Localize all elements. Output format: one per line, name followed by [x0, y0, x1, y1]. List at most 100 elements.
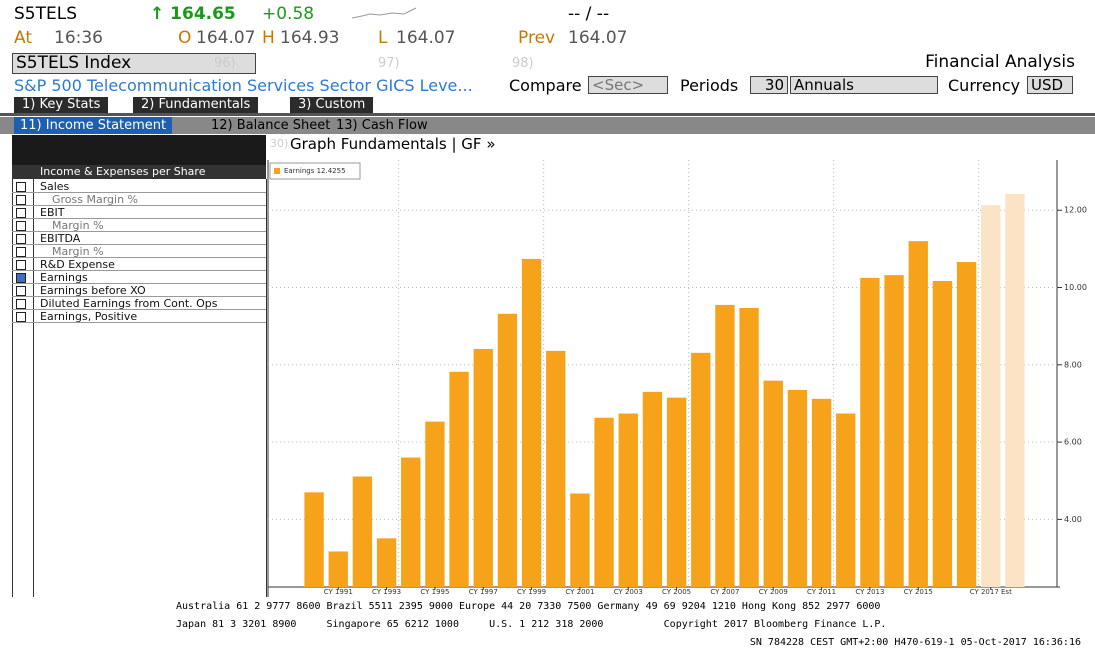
subtab[interactable]: 12) Balance Sheet — [211, 118, 331, 133]
label: Periods — [680, 76, 739, 95]
currency-dropdown[interactable]: USD — [1027, 76, 1073, 94]
y-tick-label: 10.00 — [1064, 283, 1087, 292]
legend-label: Earnings 12.4255 — [284, 167, 346, 175]
bar — [932, 280, 953, 587]
quote-label: L — [378, 28, 388, 48]
bar — [642, 391, 663, 587]
item-label: EBIT — [40, 206, 65, 219]
x-tick-label: CY 2007 — [710, 588, 739, 596]
x-tick-label: CY 2015 — [904, 588, 933, 596]
bid-ask: -- / -- — [568, 4, 610, 24]
checkbox[interactable] — [16, 260, 26, 270]
x-tick-label: CY 1993 — [372, 588, 401, 596]
x-tick-label: CY 2003 — [614, 588, 643, 596]
checkbox[interactable] — [16, 286, 26, 296]
footer: SN 784228 CEST GMT+2:00 H470-619-1 05-Oc… — [749, 637, 1081, 648]
row-rule — [12, 270, 266, 271]
bar — [739, 308, 759, 587]
checkbox[interactable] — [16, 182, 26, 192]
compare-field[interactable]: <Sec> — [588, 76, 668, 94]
row-rule — [12, 231, 266, 232]
x-tick-label: CY 1995 — [420, 588, 449, 596]
tab-rule — [0, 113, 1095, 116]
quote-value: 164.07 — [196, 28, 256, 48]
item-label: Margin % — [52, 245, 104, 258]
bar — [473, 348, 493, 587]
fn[interactable]: 97) — [378, 56, 400, 71]
bar — [715, 304, 735, 587]
item-label: Earnings before XO — [40, 284, 146, 297]
x-tick-label: CY 2005 — [662, 588, 691, 596]
y-tick-label: 12.00 — [1064, 206, 1087, 215]
tab[interactable]: 1) Key Stats — [14, 97, 109, 113]
item-label: EBITDA — [40, 232, 81, 245]
tab[interactable]: 3) Custom — [290, 97, 374, 113]
bar — [981, 205, 1001, 587]
y-tick-label: 8.00 — [1064, 360, 1082, 369]
function-title: Financial Analysis — [925, 52, 1075, 72]
bar — [521, 258, 542, 587]
quote-label: H — [262, 28, 275, 48]
bar — [908, 241, 928, 587]
row-rule — [12, 322, 266, 323]
tab[interactable]: 2) Fundamentals — [133, 97, 259, 113]
x-tick-label: CY 1999 — [517, 588, 546, 596]
bar — [304, 492, 324, 587]
graph-number[interactable]: 30) — [270, 137, 289, 150]
fn[interactable]: 96) — [214, 56, 236, 71]
item-label: Earnings — [40, 271, 88, 284]
checkbox[interactable] — [16, 273, 26, 283]
bar — [546, 350, 566, 587]
bar — [836, 413, 856, 587]
bar — [860, 277, 880, 587]
periods-field[interactable]: 30 — [750, 76, 788, 94]
security-field[interactable]: S5TELS Index — [12, 53, 256, 74]
row-rule — [12, 283, 266, 284]
change: +0.58 — [262, 4, 315, 24]
subtab[interactable]: 13) Cash Flow — [336, 118, 428, 133]
ticker: S5TELS — [14, 4, 77, 24]
subtab[interactable]: 11) Income Statement — [14, 117, 173, 134]
bar — [884, 275, 904, 587]
quote-value: 164.07 — [396, 28, 456, 48]
x-tick-label: CY 2009 — [759, 588, 788, 596]
panel — [12, 179, 267, 597]
bar — [449, 371, 469, 587]
panel-title: Income & Expenses per Share — [12, 165, 266, 179]
bar — [594, 417, 614, 587]
row-rule — [12, 244, 266, 245]
item-label: Margin % — [52, 219, 104, 232]
panel-divider — [33, 179, 34, 597]
checkbox[interactable] — [16, 299, 26, 309]
periods-dropdown[interactable]: Annuals — [790, 76, 938, 94]
checkbox[interactable] — [16, 208, 26, 218]
bar — [618, 413, 638, 587]
bar — [763, 380, 783, 587]
x-tick-label: CY 1997 — [469, 588, 498, 596]
quote-label: O — [178, 28, 192, 48]
y-tick-label: 6.00 — [1064, 438, 1082, 447]
quote-value: 164.93 — [280, 28, 340, 48]
bar — [352, 476, 373, 587]
row-rule — [12, 309, 266, 310]
legend-box — [269, 162, 361, 180]
checkbox[interactable] — [16, 234, 26, 244]
graph-title[interactable]: Graph Fundamentals | GF » — [290, 135, 496, 153]
row-rule — [12, 257, 266, 258]
subtab-bar — [0, 117, 1095, 134]
checkbox[interactable] — [16, 247, 26, 257]
checkbox[interactable] — [16, 195, 26, 205]
checkbox[interactable] — [16, 221, 26, 231]
row-rule — [12, 192, 266, 193]
bar — [376, 538, 397, 587]
x-tick-label: CY 2017 Est — [970, 588, 1012, 596]
item-label: Diluted Earnings from Cont. Ops — [40, 297, 218, 310]
x-tick-label: CY 2001 — [565, 588, 594, 596]
row-rule — [12, 218, 266, 219]
fn[interactable]: 98) — [512, 56, 534, 71]
bar — [666, 397, 687, 587]
quote-value: 16:36 — [54, 28, 103, 48]
quote-label: At — [14, 28, 32, 48]
checkbox[interactable] — [16, 312, 26, 322]
